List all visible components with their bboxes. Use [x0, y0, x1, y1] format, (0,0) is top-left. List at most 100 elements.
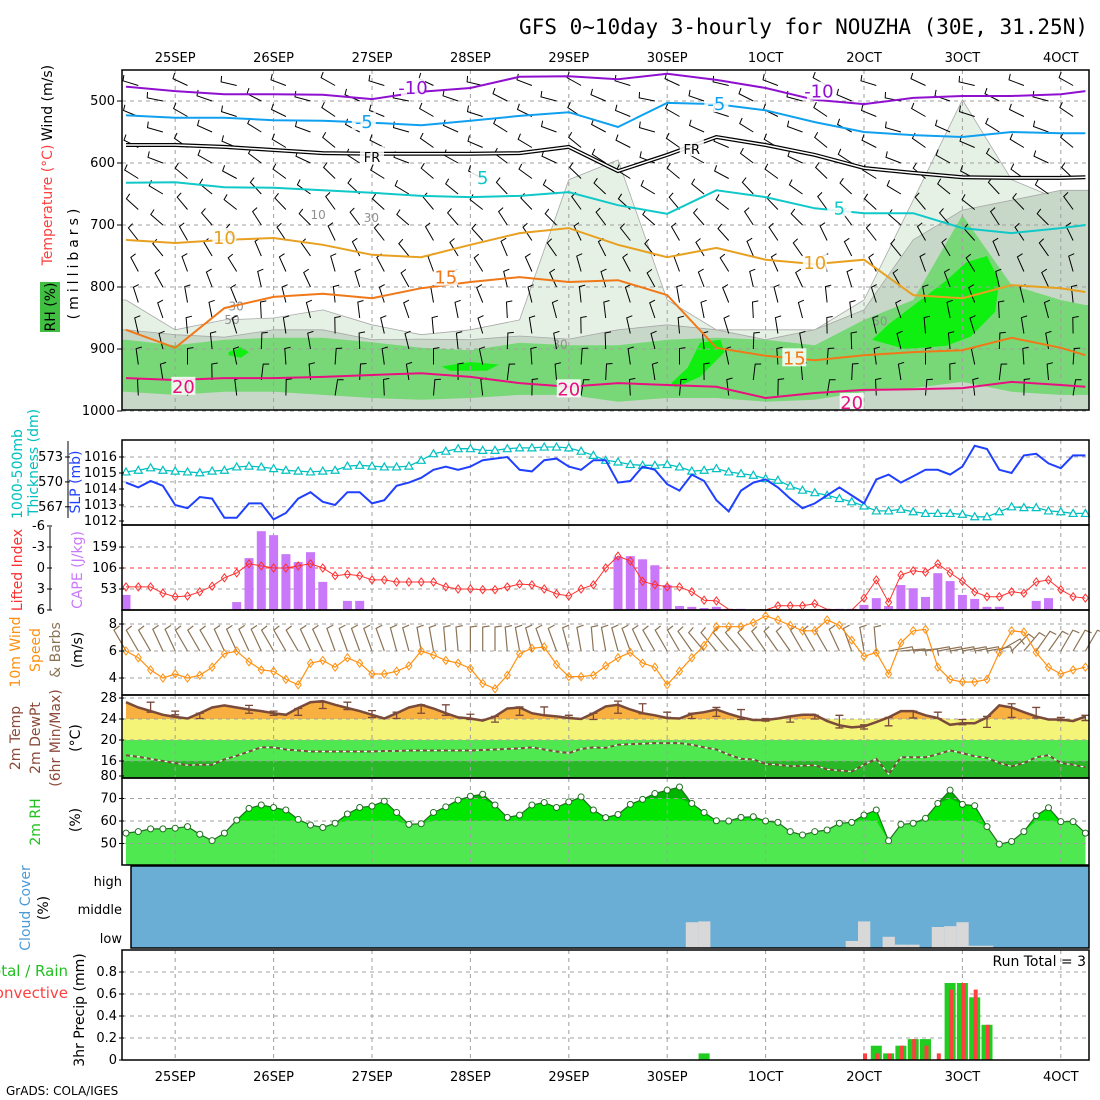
minmax-bar	[515, 706, 524, 716]
wind-barb	[941, 238, 951, 257]
millibars-axis-label: (millibars)	[66, 205, 82, 320]
wind-barb	[334, 316, 341, 334]
thickness-point	[379, 461, 390, 471]
wind-speed-point	[712, 621, 721, 632]
wind-speed-point	[1069, 665, 1077, 675]
wind-barb	[209, 331, 217, 350]
rh-point	[565, 798, 573, 806]
cape-bar	[859, 604, 869, 610]
wind-barb	[308, 362, 316, 381]
wind-barb	[995, 268, 1002, 288]
thickness-point	[1018, 502, 1029, 512]
thickness-point	[403, 460, 414, 470]
wind-barb	[895, 299, 902, 319]
wind-barb	[622, 253, 631, 272]
minmax-bar	[466, 713, 475, 721]
date-label-bottom: 1OCT	[748, 1070, 784, 1085]
lifted-index-point	[183, 591, 192, 601]
lifted-index-point	[356, 570, 364, 581]
wind-barb	[516, 103, 533, 117]
wind-barb	[768, 222, 779, 241]
slp-tick: 1014	[84, 482, 117, 497]
rh-point	[909, 819, 917, 827]
wind-barb	[695, 238, 705, 257]
wind10m-barb	[547, 624, 558, 652]
isotherm-t15	[125, 276, 1086, 362]
li-tick: -6	[32, 519, 45, 534]
cape-bar	[994, 606, 1004, 610]
wind-barb	[553, 330, 560, 350]
thickness-point	[785, 480, 796, 490]
panel-frame	[121, 777, 1090, 866]
wind-barb	[127, 223, 139, 241]
wind10m-barb	[152, 624, 164, 652]
upper-air-axis-labels: Wind (m/s) Temperature (°C) RH (%) (mill…	[40, 65, 82, 332]
wind-barb	[797, 299, 805, 319]
thickness-point	[908, 506, 919, 516]
wind-barb	[221, 165, 237, 179]
panel-frame	[130, 865, 1090, 949]
wind-speed-point	[638, 658, 647, 668]
lifted-index-point	[528, 579, 536, 590]
wind-barb	[692, 208, 705, 226]
precip-convective-bar	[912, 1039, 917, 1060]
cape-tick: 53	[100, 582, 117, 597]
rh-point	[577, 793, 585, 801]
cape-bar	[970, 598, 980, 610]
wind10m-barb	[631, 624, 644, 652]
cape-tick: 106	[92, 561, 117, 576]
wind-barb	[276, 222, 287, 241]
isotherm-t10	[125, 227, 1086, 300]
page-title: GFS 0~10day 3-hourly for NOUZHA (30E, 31…	[519, 15, 1088, 39]
thickness-point	[440, 445, 451, 455]
contour-label-bg	[470, 167, 495, 186]
wind-barb	[1060, 162, 1074, 179]
rh-point	[233, 816, 241, 824]
wind-barb	[1058, 71, 1074, 86]
minmax-bar	[1081, 714, 1090, 722]
minmax-axis-label: (6hr Min/Max)	[48, 689, 64, 786]
wind-speed-point	[257, 665, 265, 675]
wind10m-barb	[375, 624, 385, 652]
thickness-point	[1031, 502, 1042, 512]
contour-label-t10: 10	[803, 253, 826, 274]
wind-speed-point	[1057, 669, 1065, 679]
wind-barb	[422, 192, 434, 210]
wind-barb	[433, 378, 441, 396]
wind-speed-point	[897, 638, 905, 648]
cape-tick: 159	[92, 540, 117, 555]
minmax-bar	[417, 704, 426, 714]
wind-barb	[958, 105, 975, 117]
wind10m-barb	[687, 627, 705, 652]
thickness-point	[305, 466, 316, 476]
wind-barb	[354, 268, 361, 288]
isotherm-t20	[125, 372, 1086, 400]
wind-barb	[272, 163, 287, 179]
lifted-index-point	[245, 558, 253, 569]
lifted-index-point	[897, 570, 905, 580]
lifted-index-point	[663, 582, 671, 592]
wind10m-barb	[299, 624, 312, 652]
lifted-index-point	[860, 593, 868, 603]
wind-speed-point	[774, 615, 782, 625]
lifted-index-point	[995, 591, 1003, 602]
minmax-bar	[737, 708, 745, 721]
wind-barb	[530, 346, 537, 365]
cape-bar	[711, 606, 721, 610]
minmax-bar	[171, 710, 180, 716]
wind-barb	[1072, 379, 1082, 396]
lifted-index-point	[1020, 588, 1028, 599]
rh-point	[614, 810, 622, 818]
contour-label-bg	[212, 228, 237, 247]
wind-barb	[626, 315, 633, 334]
wind-barb	[517, 133, 533, 148]
wind10m-barb	[712, 627, 730, 652]
wind-barb	[540, 120, 557, 133]
wind-barb	[946, 299, 953, 319]
precip-convective-bar	[875, 1053, 880, 1060]
wind-barb	[896, 330, 903, 350]
wind-tick: 6	[109, 644, 117, 659]
wind10m-barb	[763, 626, 779, 652]
wind10m-barb	[1060, 629, 1080, 652]
date-label-bottom: 30SEP	[647, 1070, 688, 1085]
